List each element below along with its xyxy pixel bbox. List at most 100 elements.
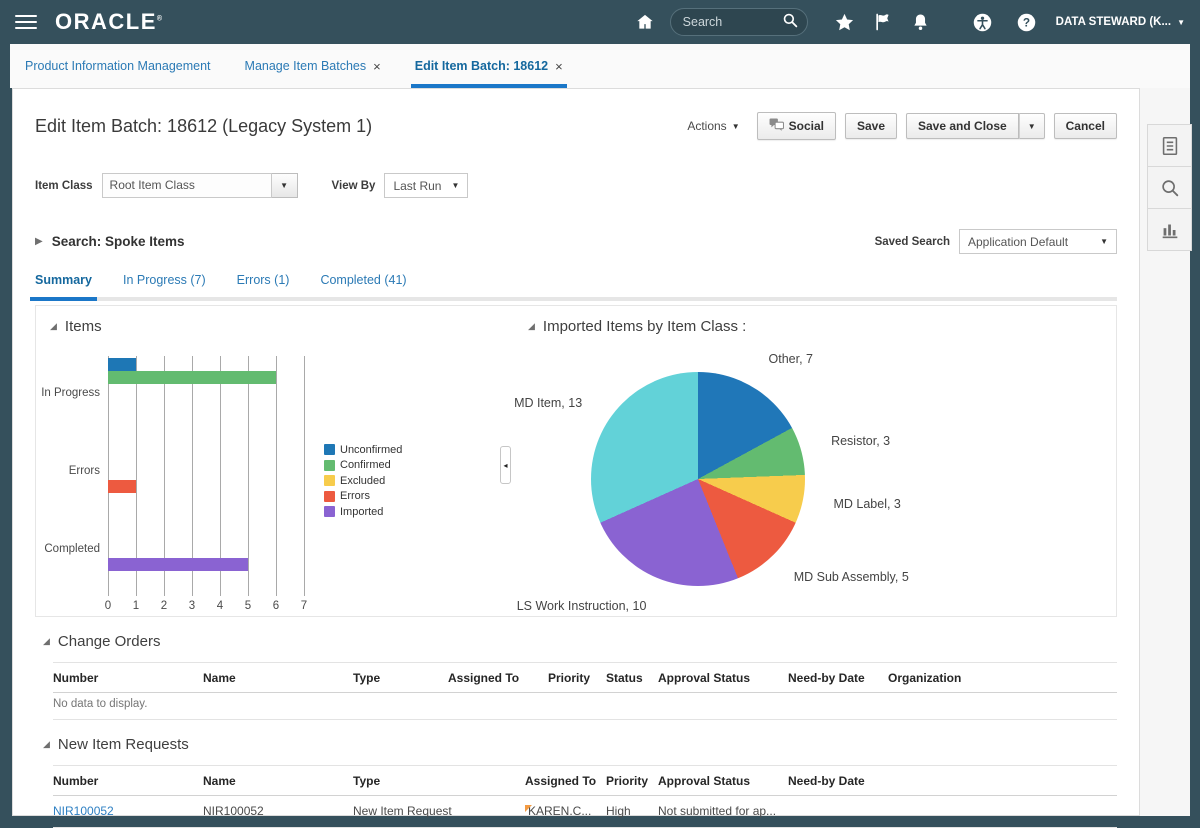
accessibility-icon[interactable] bbox=[968, 7, 998, 37]
document-tabstrip: Product Information Management Manage Ite… bbox=[10, 44, 1190, 88]
new-item-requests-title: New Item Requests bbox=[57, 736, 189, 753]
cancel-button[interactable]: Cancel bbox=[1053, 113, 1117, 139]
search-icon[interactable] bbox=[781, 11, 799, 34]
column-header: Priority bbox=[548, 671, 591, 685]
collapse-triangle-icon[interactable]: ◢ bbox=[43, 739, 50, 749]
column-header: Number bbox=[53, 774, 99, 788]
x-axis-tick-label: 0 bbox=[104, 600, 112, 612]
legend-label: Excluded bbox=[340, 474, 386, 487]
x-axis-tick-label: 5 bbox=[244, 600, 252, 612]
change-orders-section: ◢ Change Orders Number Name Type Assigned T… bbox=[35, 633, 1117, 720]
y-axis-category-label: In Progress bbox=[41, 387, 100, 399]
search-input[interactable] bbox=[682, 15, 781, 29]
nir-priority-cell: High bbox=[606, 804, 631, 818]
oracle-logo: ORACLE® bbox=[55, 9, 163, 34]
notifications-bell-icon[interactable] bbox=[906, 7, 936, 37]
nir-name-cell: NIR100052 bbox=[203, 804, 264, 818]
column-header: Name bbox=[203, 774, 236, 788]
item-class-dropdown[interactable]: ▼ bbox=[271, 173, 298, 198]
column-header: Need-by Date bbox=[788, 671, 865, 685]
page-title: Edit Item Batch: 18612 (Legacy System 1) bbox=[35, 115, 373, 136]
legend-item: Unconfirmed bbox=[324, 442, 402, 458]
chevron-down-icon: ▼ bbox=[280, 181, 288, 190]
gridline bbox=[136, 356, 137, 596]
legend-label: Unconfirmed bbox=[340, 443, 403, 456]
saved-search-select[interactable]: Application Default ▼ bbox=[959, 229, 1117, 254]
pie-slice-label: LS Work Instruction, 10 bbox=[516, 598, 647, 613]
items-bar-chart: 0 1 2 3 4 5 6 7 In Progress Errors Completed Unconf… bbox=[41, 356, 402, 612]
column-header: Status bbox=[606, 671, 643, 685]
pie-chart-title: Imported Items by Item Class : bbox=[542, 318, 747, 335]
social-button[interactable]: Social bbox=[756, 112, 836, 140]
global-search[interactable] bbox=[669, 8, 808, 36]
collapse-triangle-icon[interactable]: ◢ bbox=[43, 636, 50, 646]
tab-edit-item-batch-18612[interactable]: Edit Item Batch: 18612 × bbox=[410, 44, 567, 88]
change-orders-table: Number Name Type Assigned To Priority Status A… bbox=[53, 662, 1117, 720]
change-orders-title: Change Orders bbox=[57, 633, 161, 650]
tab-label: Manage Item Batches bbox=[244, 59, 367, 73]
save-button[interactable]: Save bbox=[844, 113, 897, 139]
help-icon[interactable]: ? bbox=[1012, 7, 1042, 37]
search-panel-icon[interactable] bbox=[1147, 166, 1192, 209]
home-icon[interactable] bbox=[630, 7, 660, 37]
legend-swatch bbox=[324, 475, 335, 487]
subtab-in-progress-7-[interactable]: In Progress (7) bbox=[122, 273, 206, 287]
legend-swatch bbox=[324, 459, 335, 471]
close-icon[interactable]: × bbox=[555, 58, 563, 74]
chart-legend: Unconfirmed Confirmed Excluded Errors Import… bbox=[324, 442, 402, 520]
x-axis-tick-label: 7 bbox=[300, 600, 308, 612]
x-axis-tick-label: 1 bbox=[132, 600, 140, 612]
tab-label: Edit Item Batch: 18612 bbox=[414, 59, 549, 73]
chevron-down-icon: ▼ bbox=[451, 181, 460, 190]
tab-label: Product Information Management bbox=[25, 59, 211, 73]
gridline bbox=[304, 356, 305, 596]
subtab-completed-41-[interactable]: Completed (41) bbox=[320, 273, 407, 287]
subtab-errors-1-[interactable]: Errors (1) bbox=[236, 273, 290, 287]
items-chart-title: Items bbox=[64, 318, 102, 335]
nir-need-by-date-cell bbox=[788, 796, 1117, 827]
imported-items-pie-chart: Other, 7 Resistor, 3 MD Label, 3 MD Sub Ass… bbox=[506, 306, 1116, 616]
attachments-document-icon[interactable] bbox=[1147, 124, 1192, 167]
save-and-close-button[interactable]: Save and Close bbox=[906, 113, 1019, 139]
item-class-label: Item Class bbox=[35, 179, 93, 192]
tab-manage-item-batches[interactable]: Manage Item Batches × bbox=[245, 44, 381, 88]
pie-slice-label: Other, 7 bbox=[768, 352, 813, 367]
actions-menu[interactable]: Actions ▼ bbox=[687, 119, 740, 133]
legend-label: Errors bbox=[340, 490, 370, 503]
pie-slice-label: MD Item, 13 bbox=[514, 395, 583, 410]
column-header: Approval Status bbox=[658, 774, 751, 788]
page-toolbar: Actions ▼ Social Save Save and Close ▼ Ca… bbox=[687, 112, 1117, 140]
collapse-triangle-icon[interactable]: ◢ bbox=[528, 321, 535, 331]
gridline bbox=[192, 356, 193, 596]
nir-type-cell: New Item Request bbox=[353, 804, 452, 818]
column-header: Type bbox=[353, 774, 381, 788]
pie-chart-circle bbox=[591, 372, 805, 586]
user-menu[interactable]: DATA STEWARD (K... ▼ bbox=[1056, 16, 1185, 28]
flag-icon[interactable] bbox=[868, 7, 898, 37]
panel-splitter-handle[interactable]: ◂ bbox=[500, 446, 511, 484]
x-axis-tick-label: 2 bbox=[160, 600, 168, 612]
favorites-star-icon[interactable] bbox=[830, 7, 860, 37]
reports-bar-chart-icon[interactable] bbox=[1147, 208, 1192, 251]
gridline bbox=[108, 356, 109, 596]
save-and-close-dropdown[interactable]: ▼ bbox=[1018, 113, 1045, 139]
y-axis-category-label: Errors bbox=[68, 465, 100, 477]
x-axis-tick-label: 3 bbox=[188, 600, 196, 612]
legend-label: Imported bbox=[340, 505, 384, 518]
menu-icon[interactable] bbox=[15, 14, 37, 30]
expand-arrow-icon[interactable]: ▶ bbox=[35, 236, 43, 247]
legend-item: Excluded bbox=[324, 473, 402, 489]
view-by-select[interactable]: Last Run ▼ bbox=[384, 173, 469, 198]
nir-number-link[interactable]: NIR100052 bbox=[53, 804, 114, 818]
column-header: Assigned To bbox=[525, 774, 597, 788]
item-class-value[interactable]: Root Item Class bbox=[101, 173, 272, 198]
subtab-summary[interactable]: Summary bbox=[30, 273, 97, 301]
close-icon[interactable]: × bbox=[373, 58, 381, 74]
side-tool-strip bbox=[1147, 124, 1192, 251]
collapse-triangle-icon[interactable]: ◢ bbox=[50, 321, 57, 331]
search-section-title: Search: Spoke Items bbox=[51, 234, 185, 249]
nir-number-cell: NIR100052 bbox=[53, 796, 203, 827]
chevron-down-icon: ▼ bbox=[1027, 121, 1036, 131]
tab-product-information-management[interactable]: Product Information Management bbox=[25, 44, 211, 88]
nir-approval-status-cell: Not submitted for ap... bbox=[658, 804, 777, 818]
